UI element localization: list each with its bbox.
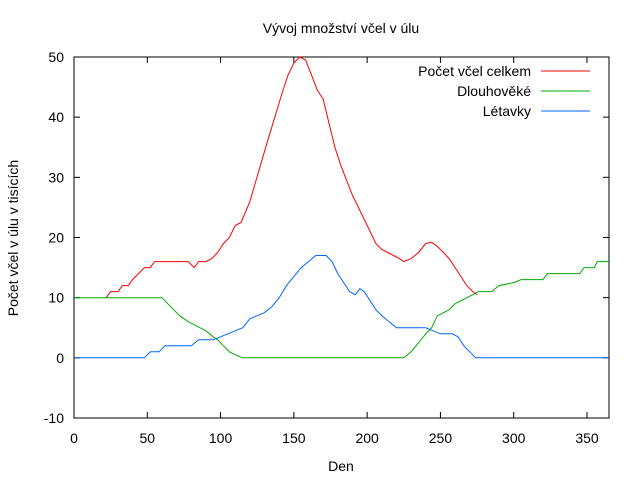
y-tick-label: 30	[48, 169, 64, 185]
series-line	[74, 261, 609, 359]
x-tick-label: 100	[209, 430, 233, 446]
x-tick-label: 250	[429, 430, 453, 446]
legend-label: Létavky	[483, 103, 531, 119]
y-tick-label: 50	[48, 49, 64, 65]
y-axis-label: Počet včel v úlu v tisících	[5, 160, 21, 316]
y-tick-label: 10	[48, 290, 64, 306]
chart-title: Vývoj množství včel v úlu	[263, 20, 419, 36]
legend: Počet včel celkem Dlouhověké Létavky	[418, 63, 590, 119]
y-tick-label: 40	[48, 109, 64, 125]
series-line	[74, 255, 609, 359]
x-axis-label: Den	[328, 458, 354, 474]
legend-label: Dlouhověké	[457, 83, 531, 99]
series-layer	[74, 56, 609, 359]
x-tick-label: 300	[502, 430, 526, 446]
x-tick-label: 150	[282, 430, 306, 446]
x-tick-label: 200	[355, 430, 379, 446]
y-tick-label: -10	[44, 410, 64, 426]
x-tick-label: 350	[575, 430, 599, 446]
x-tick-label: 0	[70, 430, 78, 446]
y-axis: -10 0 10 20 30 40 50	[44, 49, 609, 426]
series-line	[105, 56, 478, 298]
x-axis: 0 50 100 150 200 250 300 350	[70, 57, 599, 446]
legend-label: Počet včel celkem	[418, 63, 531, 79]
y-tick-label: 0	[56, 350, 64, 366]
y-tick-label: 20	[48, 230, 64, 246]
x-tick-label: 50	[139, 430, 155, 446]
